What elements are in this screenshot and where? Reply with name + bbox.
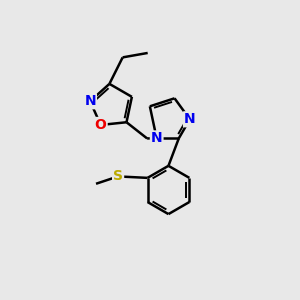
Text: O: O	[95, 118, 106, 132]
Text: N: N	[84, 94, 96, 108]
Text: S: S	[113, 169, 123, 183]
Text: N: N	[184, 112, 196, 126]
Text: N: N	[151, 131, 163, 146]
